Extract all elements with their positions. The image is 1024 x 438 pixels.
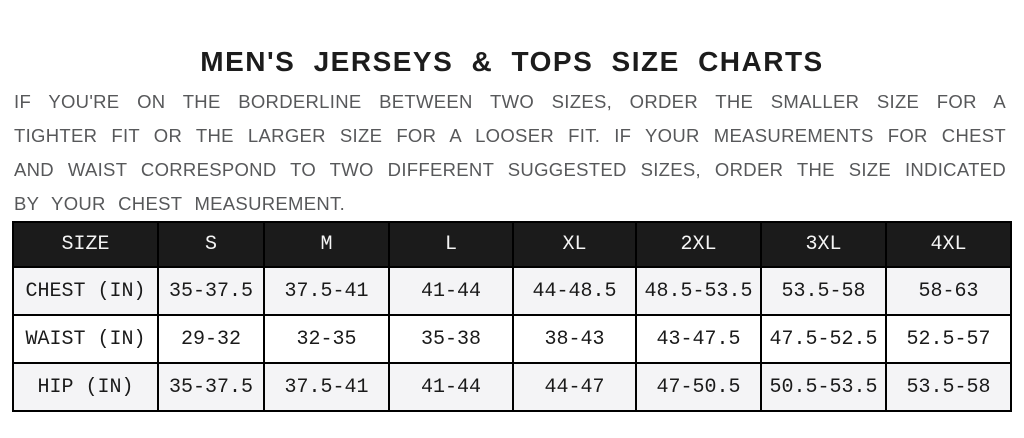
table-cell: 52.5-57 bbox=[885, 314, 1012, 364]
table-cell: 37.5-41 bbox=[263, 362, 390, 412]
table-cell: 35-37.5 bbox=[157, 266, 265, 316]
table-cell: 41-44 bbox=[388, 266, 514, 316]
column-header-size: SIZE bbox=[12, 221, 159, 268]
table-cell: 47-50.5 bbox=[635, 362, 762, 412]
intro-paragraph: IF YOU'RE ON THE BORDERLINE BETWEEN TWO … bbox=[14, 85, 1006, 221]
table-row-waist: WAIST (IN) 29-32 32-35 35-38 38-43 43-47… bbox=[12, 314, 1012, 364]
row-label-chest: CHEST (IN) bbox=[12, 266, 159, 316]
column-header-4xl: 4XL bbox=[885, 221, 1012, 268]
column-header-2xl: 2XL bbox=[635, 221, 762, 268]
table-row-chest: CHEST (IN) 35-37.5 37.5-41 41-44 44-48.5… bbox=[12, 266, 1012, 316]
size-chart-table: SIZE S M L XL 2XL 3XL 4XL CHEST (IN) 35-… bbox=[12, 221, 1012, 412]
intro-line: IF YOU'RE ON THE BORDERLINE BETWEEN TWO … bbox=[14, 91, 1006, 112]
table-cell: 35-38 bbox=[388, 314, 514, 364]
page-title: MEN'S JERSEYS & TOPS SIZE CHARTS bbox=[200, 45, 824, 77]
table-cell: 50.5-53.5 bbox=[760, 362, 887, 412]
table-cell: 44-47 bbox=[512, 362, 637, 412]
intro-line: AND WAIST CORRESPOND TO TWO DIFFERENT SU… bbox=[14, 159, 1006, 180]
table-cell: 35-37.5 bbox=[157, 362, 265, 412]
intro-line: TIGHTER FIT OR THE LARGER SIZE FOR A LOO… bbox=[14, 125, 1006, 146]
table-cell: 58-63 bbox=[885, 266, 1012, 316]
table-cell: 38-43 bbox=[512, 314, 637, 364]
table-cell: 53.5-58 bbox=[760, 266, 887, 316]
column-header-m: M bbox=[263, 221, 390, 268]
table-cell: 32-35 bbox=[263, 314, 390, 364]
table-header-row: SIZE S M L XL 2XL 3XL 4XL bbox=[12, 221, 1012, 268]
column-header-3xl: 3XL bbox=[760, 221, 887, 268]
table-cell: 48.5-53.5 bbox=[635, 266, 762, 316]
intro-line: BY YOUR CHEST MEASUREMENT. bbox=[14, 193, 346, 214]
table-cell: 41-44 bbox=[388, 362, 514, 412]
table-cell: 29-32 bbox=[157, 314, 265, 364]
row-label-hip: HIP (IN) bbox=[12, 362, 159, 412]
column-header-s: S bbox=[157, 221, 265, 268]
column-header-l: L bbox=[388, 221, 514, 268]
row-label-waist: WAIST (IN) bbox=[12, 314, 159, 364]
column-header-xl: XL bbox=[512, 221, 637, 268]
table-cell: 37.5-41 bbox=[263, 266, 390, 316]
table-cell: 47.5-52.5 bbox=[760, 314, 887, 364]
table-cell: 53.5-58 bbox=[885, 362, 1012, 412]
table-row-hip: HIP (IN) 35-37.5 37.5-41 41-44 44-47 47-… bbox=[12, 362, 1012, 412]
table-cell: 43-47.5 bbox=[635, 314, 762, 364]
table-cell: 44-48.5 bbox=[512, 266, 637, 316]
